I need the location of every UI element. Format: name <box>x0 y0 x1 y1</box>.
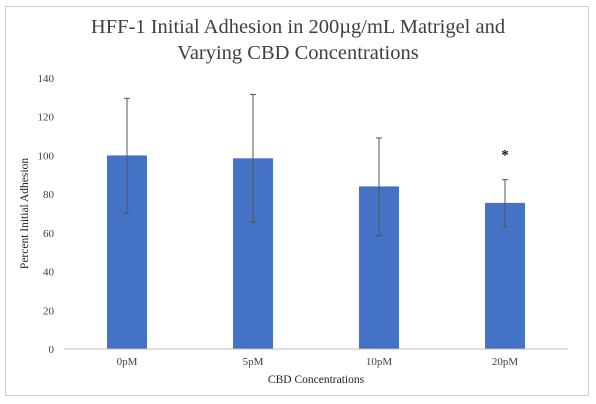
x-tick-label: 0pM <box>117 356 138 368</box>
x-tick-label: 5pM <box>243 356 264 368</box>
y-tick-label: 100 <box>38 150 55 162</box>
chart-title-line-2: Varying CBD Concentrations <box>177 42 419 64</box>
y-axis-title: Percent Initial Adhesion <box>19 158 31 269</box>
y-tick-label: 60 <box>43 228 55 240</box>
y-tick-label: 40 <box>43 267 55 279</box>
x-tick-label: 10pM <box>366 356 393 368</box>
y-tick-label: 0 <box>49 344 55 356</box>
y-axis-ticks: 0 20 40 60 80 100 120 140 <box>38 73 55 356</box>
y-tick-label: 80 <box>43 189 55 201</box>
x-axis-title: CBD Concentrations <box>268 374 365 386</box>
y-tick-label: 140 <box>38 73 55 85</box>
significance-marker: * <box>501 148 509 164</box>
bars <box>107 155 525 349</box>
chart-title-line-1: HFF-1 Initial Adhesion in 200µg/mL Matri… <box>90 16 506 38</box>
annotations: * <box>501 148 509 164</box>
x-axis-ticks: 0pM 5pM 10pM 20pM <box>117 356 519 368</box>
y-tick-label: 120 <box>38 112 55 124</box>
y-tick-label: 20 <box>43 305 55 317</box>
x-tick-label: 20pM <box>492 356 519 368</box>
chart-title: HFF-1 Initial Adhesion in 200µg/mL Matri… <box>0 14 596 66</box>
error-bars <box>124 93 508 237</box>
